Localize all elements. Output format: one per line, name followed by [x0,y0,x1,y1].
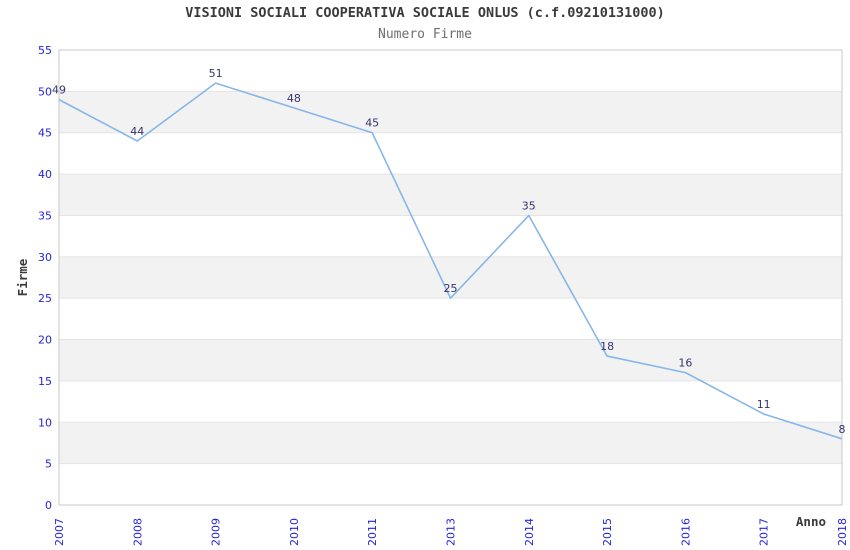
y-tick-label: 25 [38,292,52,305]
y-tick-label: 40 [38,168,52,181]
y-tick-label: 15 [38,375,52,388]
point-value-label: 25 [444,282,458,295]
point-value-label: 49 [52,84,66,97]
point-value-label: 45 [365,117,379,130]
x-tick-label: 2013 [445,518,458,546]
series-line [58,82,843,440]
y-axis-title: Firme [15,258,30,296]
plot-border [58,49,843,506]
y-tick-label: 20 [38,334,52,347]
x-tick-label: 2010 [288,518,301,546]
plot-band [59,174,842,216]
x-tick-label: 2011 [366,518,379,546]
chart-subtitle: Numero Firme [378,27,472,42]
y-tick-label: 45 [38,127,52,140]
y-tick-label: 50 [38,85,52,98]
point-value-label: 44 [130,125,144,138]
point-value-label: 16 [678,357,692,370]
x-tick-label: 2018 [836,518,849,546]
chart-title: VISIONI SOCIALI COOPERATIVA SOCIALE ONLU… [185,5,665,21]
x-tick-label: 2008 [131,518,144,546]
plot-band [59,91,842,133]
x-tick-label: 2007 [53,518,66,546]
x-tick-label: 2009 [210,518,223,546]
y-tick-label: 10 [38,416,52,429]
plot-band [59,256,842,299]
point-value-label: 35 [522,199,536,212]
point-value-label: 48 [287,92,301,105]
plot-band [59,422,842,464]
point-value-label: 18 [600,340,614,353]
point-value-label: 51 [209,67,223,80]
y-tick-label: 30 [38,251,52,264]
x-tick-label: 2014 [523,518,536,546]
x-axis-title: Anno [796,514,826,529]
plot-band [59,339,842,381]
x-tick-label: 2017 [758,518,771,546]
y-tick-label: 5 [45,458,52,471]
y-tick-label: 55 [38,44,52,57]
x-tick-label: 2016 [679,518,692,546]
y-tick-label: 0 [45,499,52,512]
point-value-label: 11 [757,398,771,411]
x-tick-label: 2015 [601,518,614,546]
y-tick-label: 35 [38,209,52,222]
point-value-label: 8 [839,423,846,436]
